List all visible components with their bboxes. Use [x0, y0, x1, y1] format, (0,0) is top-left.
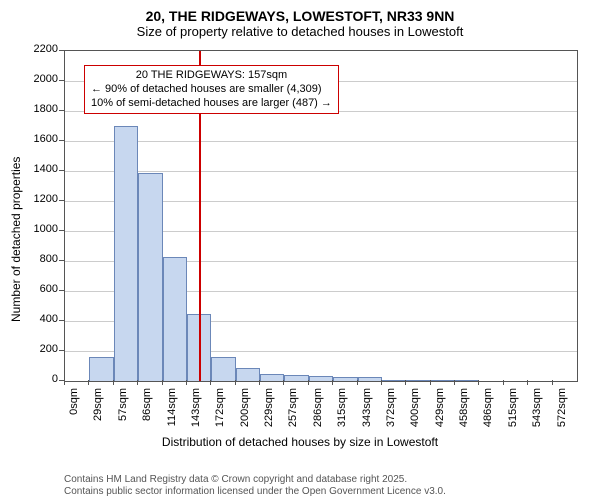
- x-tick-label: 429sqm: [434, 388, 446, 448]
- x-tick: [381, 380, 382, 385]
- chart-title-sub: Size of property relative to detached ho…: [0, 24, 600, 39]
- x-tick: [235, 380, 236, 385]
- histogram-bar: [163, 257, 187, 382]
- footer-line-2: Contains public sector information licen…: [64, 486, 446, 498]
- x-tick-label: 543sqm: [531, 388, 543, 448]
- x-tick-label: 315sqm: [336, 388, 348, 448]
- histogram-bar: [284, 375, 308, 381]
- x-tick: [259, 380, 260, 385]
- x-tick-label: 400sqm: [409, 388, 421, 448]
- y-tick-label: 1800: [24, 103, 58, 115]
- x-tick: [308, 380, 309, 385]
- x-tick-label: 229sqm: [263, 388, 275, 448]
- x-tick: [430, 380, 431, 385]
- y-tick-label: 400: [24, 313, 58, 325]
- y-tick: [59, 200, 64, 201]
- x-tick: [478, 380, 479, 385]
- annotation-box: 20 THE RIDGEWAYS: 157sqm← 90% of detache…: [84, 65, 339, 114]
- histogram-bar: [138, 173, 162, 382]
- x-tick-label: 515sqm: [507, 388, 519, 448]
- gridline: [65, 141, 577, 142]
- x-tick: [88, 380, 89, 385]
- x-tick-label: 57sqm: [117, 388, 129, 448]
- histogram-bar: [358, 377, 382, 381]
- y-tick: [59, 80, 64, 81]
- x-tick-label: 343sqm: [361, 388, 373, 448]
- y-tick-label: 0: [24, 373, 58, 385]
- y-tick: [59, 320, 64, 321]
- y-tick: [59, 350, 64, 351]
- y-tick-label: 1400: [24, 163, 58, 175]
- y-tick-label: 200: [24, 343, 58, 355]
- y-tick: [59, 110, 64, 111]
- y-axis-label: Number of detached properties: [9, 157, 23, 322]
- x-tick-label: 458sqm: [458, 388, 470, 448]
- annotation-line-1: 20 THE RIDGEWAYS: 157sqm: [91, 69, 332, 83]
- x-tick-label: 486sqm: [482, 388, 494, 448]
- chart-title-block: 20, THE RIDGEWAYS, LOWESTOFT, NR33 9NN S…: [0, 0, 600, 39]
- x-tick: [210, 380, 211, 385]
- x-tick: [552, 380, 553, 385]
- x-tick: [283, 380, 284, 385]
- x-tick: [503, 380, 504, 385]
- histogram-bar: [114, 126, 138, 381]
- x-tick: [454, 380, 455, 385]
- y-tick-label: 2000: [24, 73, 58, 85]
- x-tick: [527, 380, 528, 385]
- x-tick: [186, 380, 187, 385]
- x-tick: [405, 380, 406, 385]
- footer-line-1: Contains HM Land Registry data © Crown c…: [64, 474, 446, 486]
- x-tick-label: 286sqm: [312, 388, 324, 448]
- histogram-bar: [236, 368, 260, 382]
- x-tick-label: 200sqm: [239, 388, 251, 448]
- histogram-bar: [211, 357, 235, 381]
- y-tick-label: 1000: [24, 223, 58, 235]
- y-tick-label: 800: [24, 253, 58, 265]
- histogram-bar: [431, 380, 455, 381]
- x-tick: [332, 380, 333, 385]
- x-tick-label: 572sqm: [556, 388, 568, 448]
- x-tick-label: 257sqm: [287, 388, 299, 448]
- x-tick-label: 143sqm: [190, 388, 202, 448]
- x-tick-label: 372sqm: [385, 388, 397, 448]
- y-tick: [59, 230, 64, 231]
- x-tick: [357, 380, 358, 385]
- histogram-bar: [406, 380, 430, 381]
- y-tick-label: 600: [24, 283, 58, 295]
- x-tick: [113, 380, 114, 385]
- histogram-bar: [382, 380, 406, 381]
- annotation-line-3: 10% of semi-detached houses are larger (…: [91, 97, 332, 111]
- y-tick: [59, 290, 64, 291]
- x-tick: [64, 380, 65, 385]
- y-tick: [59, 260, 64, 261]
- histogram-bar: [455, 380, 479, 381]
- histogram-bar: [260, 374, 284, 382]
- histogram-bar: [333, 377, 357, 382]
- x-tick-label: 86sqm: [141, 388, 153, 448]
- chart-title-main: 20, THE RIDGEWAYS, LOWESTOFT, NR33 9NN: [0, 8, 600, 24]
- x-tick: [137, 380, 138, 385]
- y-tick: [59, 50, 64, 51]
- x-tick-label: 114sqm: [166, 388, 178, 448]
- chart-container: { "title": { "main": "20, THE RIDGEWAYS,…: [0, 0, 600, 500]
- chart-footer: Contains HM Land Registry data © Crown c…: [64, 474, 446, 498]
- histogram-bar: [89, 357, 113, 381]
- x-tick-label: 172sqm: [214, 388, 226, 448]
- y-tick: [59, 170, 64, 171]
- y-tick-label: 2200: [24, 43, 58, 55]
- x-tick-label: 29sqm: [92, 388, 104, 448]
- x-tick-label: 0sqm: [68, 388, 80, 448]
- y-tick-label: 1600: [24, 133, 58, 145]
- y-tick-label: 1200: [24, 193, 58, 205]
- annotation-line-2: ← 90% of detached houses are smaller (4,…: [91, 83, 332, 97]
- y-tick: [59, 140, 64, 141]
- histogram-bar: [309, 376, 333, 381]
- x-tick: [162, 380, 163, 385]
